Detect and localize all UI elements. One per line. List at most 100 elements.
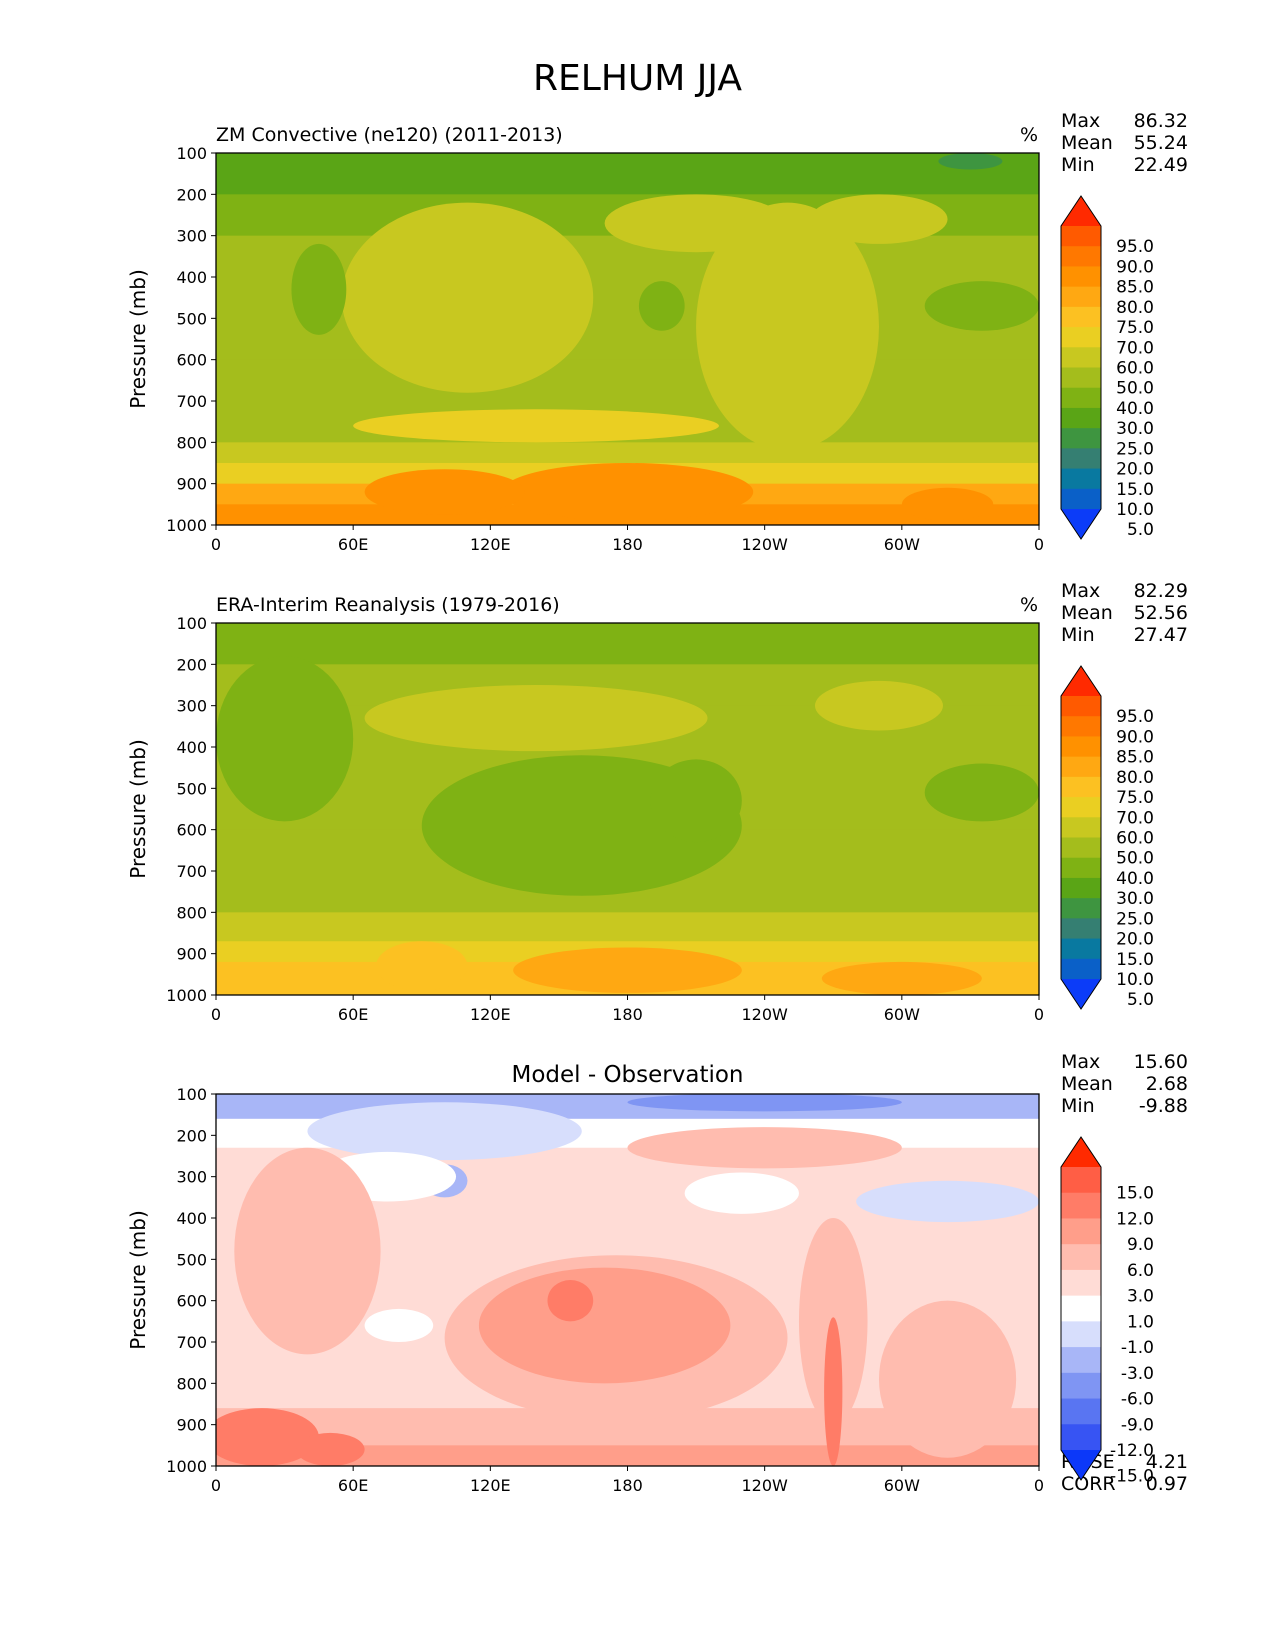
y-tick-label: 400 xyxy=(176,738,207,757)
colorbar-level-label: 70.0 xyxy=(1116,338,1154,358)
y-tick-label: 800 xyxy=(176,1374,207,1393)
contour-feature xyxy=(501,463,754,521)
y-tick-label: 500 xyxy=(176,1250,207,1269)
colorbar-segment xyxy=(1061,1424,1101,1451)
stat-value: 15.60 xyxy=(1134,1051,1188,1073)
colorbar-level-label: 6.0 xyxy=(1127,1261,1154,1281)
colorbar-segment xyxy=(1061,347,1101,369)
colorbar-level-label: 70.0 xyxy=(1116,808,1154,828)
colorbar-segment xyxy=(1061,1167,1101,1194)
stat-value: 4.21 xyxy=(1146,1451,1188,1473)
colorbar-level-label: 80.0 xyxy=(1116,298,1154,318)
colorbar-segment xyxy=(1061,226,1101,247)
y-tick-label: 900 xyxy=(176,475,207,494)
stat-value: -9.88 xyxy=(1139,1095,1188,1117)
stat-value: 27.47 xyxy=(1134,624,1188,646)
figure-title: RELHUM JJA xyxy=(533,58,742,99)
y-tick-label: 600 xyxy=(176,351,207,370)
contour-band xyxy=(216,442,1039,464)
contour-feature xyxy=(341,202,594,393)
colorbar-level-label: 90.0 xyxy=(1116,257,1154,277)
colorbar-extend-max xyxy=(1061,1137,1101,1167)
colorbar-level-label: -1.0 xyxy=(1121,1338,1154,1358)
colorbar: 95.090.085.080.075.070.060.050.040.030.0… xyxy=(1060,195,1154,540)
stat-label: Max xyxy=(1061,110,1100,132)
colorbar-extend-min xyxy=(1061,1450,1101,1480)
colorbar-level-label: 20.0 xyxy=(1116,930,1154,950)
colorbar-level-label: 25.0 xyxy=(1116,439,1154,459)
colorbar-segment xyxy=(1061,407,1101,429)
colorbar-segment xyxy=(1061,1295,1101,1322)
colorbar-segment xyxy=(1061,1321,1101,1348)
panel-title: ZM Convective (ne120) (2011-2013) xyxy=(216,124,563,146)
stat-value: 0.97 xyxy=(1146,1473,1188,1495)
stat-label: CORR xyxy=(1061,1473,1116,1495)
colorbar-segment xyxy=(1061,797,1101,818)
y-tick-label: 300 xyxy=(176,1168,207,1187)
x-tick-label: 120E xyxy=(470,1476,511,1495)
y-tick-label: 200 xyxy=(176,655,207,674)
y-tick-label: 200 xyxy=(176,185,207,204)
colorbar-level-label: 10.0 xyxy=(1116,970,1154,990)
colorbar-segment xyxy=(1061,817,1101,839)
x-tick-label: 0 xyxy=(1034,1476,1044,1495)
colorbar-level-label: 85.0 xyxy=(1116,748,1154,768)
colorbar-segment xyxy=(1061,716,1101,738)
contour-band xyxy=(216,318,1039,361)
contour-feature xyxy=(696,202,879,451)
colorbar-level-label: -6.0 xyxy=(1121,1390,1154,1410)
y-tick-label: 300 xyxy=(176,227,207,246)
colorbar-segment xyxy=(1061,756,1101,778)
colorbar-level-label: -15.0 xyxy=(1110,1467,1154,1487)
colorbar-segment xyxy=(1061,736,1101,758)
colorbar-level-label: 85.0 xyxy=(1116,278,1154,298)
contour-feature xyxy=(856,1180,1039,1223)
contour-feature xyxy=(291,243,347,335)
field-layer xyxy=(216,153,1039,525)
colorbar-level-label: 15.0 xyxy=(1116,1184,1154,1204)
x-tick-label: 120E xyxy=(470,535,511,554)
y-tick-label: 800 xyxy=(176,903,207,922)
colorbar-extend-max xyxy=(1061,666,1101,696)
x-tick-label: 120E xyxy=(470,1005,511,1024)
colorbar-segment xyxy=(1061,1192,1101,1220)
colorbar-level-label: 90.0 xyxy=(1116,727,1154,747)
colorbar-level-label: -9.0 xyxy=(1121,1415,1154,1435)
stat-value: 86.32 xyxy=(1134,110,1188,132)
colorbar-segment xyxy=(1061,1372,1101,1400)
colorbar-level-label: 40.0 xyxy=(1116,869,1154,889)
colorbar-segment xyxy=(1061,387,1101,409)
colorbar-level-label: 25.0 xyxy=(1116,909,1154,929)
contour-feature xyxy=(478,1267,731,1384)
colorbar-extend-min xyxy=(1061,979,1101,1009)
colorbar-segment xyxy=(1061,1398,1101,1425)
contour-feature xyxy=(364,1308,434,1342)
contour-feature xyxy=(684,1172,799,1214)
field-layer xyxy=(216,1094,1039,1466)
colorbar-level-label: 95.0 xyxy=(1116,707,1154,727)
y-tick-label: 600 xyxy=(176,1292,207,1311)
x-tick-label: 120W xyxy=(741,1005,788,1024)
x-tick-label: 0 xyxy=(211,1476,221,1495)
colorbar-level-label: 5.0 xyxy=(1127,990,1154,1010)
y-tick-label: 900 xyxy=(176,945,207,964)
contour-feature xyxy=(307,1102,582,1161)
y-tick-label: 700 xyxy=(176,1333,207,1352)
stat-label: Mean xyxy=(1061,602,1113,624)
stat-value: 52.56 xyxy=(1134,602,1188,624)
y-tick-label: 800 xyxy=(176,433,207,452)
contour-band xyxy=(216,912,1039,942)
colorbar-level-label: 50.0 xyxy=(1116,849,1154,869)
x-tick-label: 60W xyxy=(884,1005,920,1024)
colorbar-segment xyxy=(1061,306,1101,328)
y-tick-label: 500 xyxy=(176,779,207,798)
colorbar-segment xyxy=(1061,428,1101,449)
colorbar-level-label: 95.0 xyxy=(1116,237,1154,257)
y-tick-label: 1000 xyxy=(166,1457,207,1476)
colorbar-outline xyxy=(1060,665,1102,1010)
colorbar-segment xyxy=(1061,776,1101,798)
contour-feature xyxy=(924,281,1039,331)
colorbar-level-label: -12.0 xyxy=(1110,1441,1154,1461)
